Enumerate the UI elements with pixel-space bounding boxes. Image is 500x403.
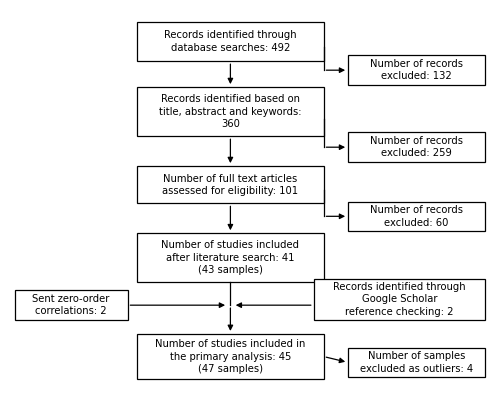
Text: Number of samples
excluded as outliers: 4: Number of samples excluded as outliers: … bbox=[360, 351, 473, 374]
FancyBboxPatch shape bbox=[15, 290, 128, 320]
FancyBboxPatch shape bbox=[138, 22, 324, 61]
Text: Records identified through
database searches: 492: Records identified through database sear… bbox=[164, 30, 296, 53]
FancyBboxPatch shape bbox=[138, 166, 324, 204]
FancyBboxPatch shape bbox=[138, 233, 324, 283]
Text: Records identified based on
title, abstract and keywords:
360: Records identified based on title, abstr… bbox=[159, 94, 302, 129]
FancyBboxPatch shape bbox=[314, 278, 485, 320]
FancyBboxPatch shape bbox=[348, 55, 485, 85]
FancyBboxPatch shape bbox=[348, 348, 485, 377]
Text: Sent zero-order
correlations: 2: Sent zero-order correlations: 2 bbox=[32, 294, 110, 316]
Text: Number of records
excluded: 259: Number of records excluded: 259 bbox=[370, 136, 463, 158]
Text: Number of records
excluded: 132: Number of records excluded: 132 bbox=[370, 59, 463, 81]
Text: Number of full text articles
assessed for eligibility: 101: Number of full text articles assessed fo… bbox=[162, 174, 298, 196]
FancyBboxPatch shape bbox=[348, 202, 485, 231]
FancyBboxPatch shape bbox=[348, 133, 485, 162]
FancyBboxPatch shape bbox=[138, 87, 324, 136]
Text: Records identified through
Google Scholar
reference checking: 2: Records identified through Google Schola… bbox=[333, 282, 466, 317]
Text: Number of records
excluded: 60: Number of records excluded: 60 bbox=[370, 205, 463, 228]
Text: Number of studies included
after literature search: 41
(43 samples): Number of studies included after literat… bbox=[162, 240, 300, 275]
Text: Number of studies included in
the primary analysis: 45
(47 samples): Number of studies included in the primar… bbox=[155, 339, 306, 374]
FancyBboxPatch shape bbox=[138, 334, 324, 379]
